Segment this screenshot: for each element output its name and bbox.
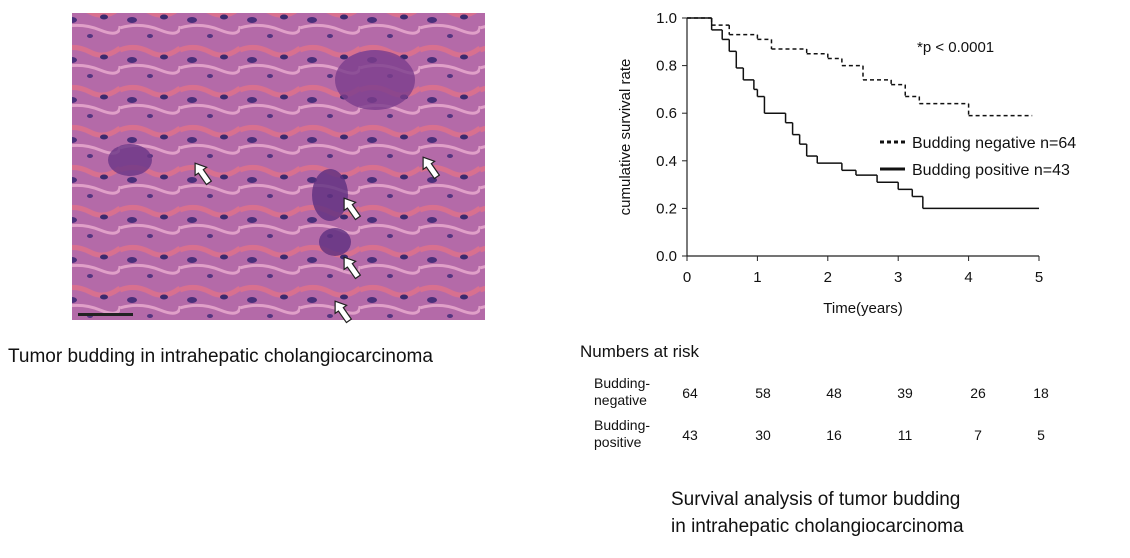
risk-title: Numbers at risk — [580, 342, 700, 361]
x-axis-label: Time(years) — [823, 300, 902, 317]
risk-count: 48 — [826, 385, 842, 401]
risk-row-label: Budding- — [594, 375, 650, 391]
legend-label: Budding positive n=43 — [912, 162, 1070, 179]
risk-count: 64 — [682, 385, 698, 401]
figure-caption: in intrahepatic cholangiocarcinoma — [671, 516, 964, 537]
y-axis-label: cumulative survival rate — [617, 59, 634, 216]
x-tick-label: 4 — [964, 269, 972, 286]
risk-count: 43 — [682, 427, 698, 443]
x-tick-label: 2 — [824, 269, 832, 286]
risk-row-label: Budding- — [594, 417, 650, 433]
risk-count: 16 — [826, 427, 842, 443]
y-tick-label: 0.6 — [656, 105, 677, 122]
legend-label: Budding negative n=64 — [912, 135, 1076, 152]
y-tick-label: 1.0 — [656, 10, 677, 27]
y-tick-label: 0.2 — [656, 200, 677, 217]
risk-count: 18 — [1033, 385, 1049, 401]
y-tick-label: 0.8 — [656, 58, 677, 75]
risk-count: 39 — [897, 385, 913, 401]
x-tick-label: 0 — [683, 269, 691, 286]
histology-image — [72, 13, 485, 324]
risk-count: 11 — [898, 427, 913, 443]
x-tick-label: 5 — [1035, 269, 1043, 286]
figure-caption: Survival analysis of tumor budding — [671, 489, 960, 510]
risk-count: 7 — [974, 427, 982, 443]
x-tick-label: 1 — [753, 269, 761, 286]
risk-row-label: positive — [594, 434, 642, 450]
risk-count: 5 — [1037, 427, 1045, 443]
risk-row-label: negative — [594, 392, 647, 408]
annotation: *p < 0.0001 — [917, 39, 994, 56]
risk-count: 26 — [970, 385, 986, 401]
x-tick-label: 3 — [894, 269, 902, 286]
risk-count: 58 — [755, 385, 771, 401]
y-tick-label: 0.4 — [656, 153, 677, 170]
y-tick-label: 0.0 — [656, 248, 677, 265]
risk-count: 30 — [755, 427, 771, 443]
image-caption: Tumor budding in intrahepatic cholangioc… — [8, 346, 433, 367]
